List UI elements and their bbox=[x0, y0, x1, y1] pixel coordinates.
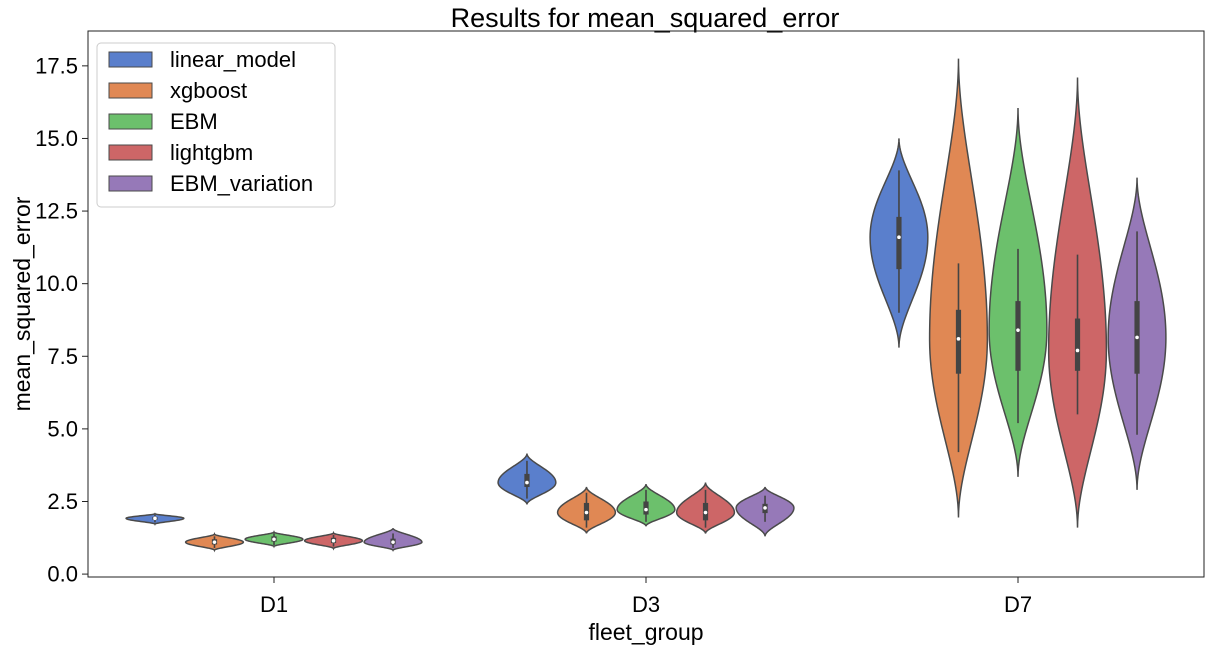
y-tick-label: 10.0 bbox=[35, 271, 78, 296]
legend-swatch bbox=[108, 51, 153, 68]
x-tick-label: D7 bbox=[1004, 592, 1032, 617]
legend-entry-label: lightgbm bbox=[170, 140, 253, 165]
legend-swatch bbox=[108, 144, 153, 161]
violin-median-marker bbox=[584, 510, 589, 515]
x-axis-label: fleet_group bbox=[588, 619, 703, 645]
x-tick-label: D3 bbox=[632, 592, 660, 617]
violin-iqr-box bbox=[524, 473, 530, 487]
violin-median-marker bbox=[525, 480, 529, 485]
legend-entry-label: xgboost bbox=[170, 78, 247, 103]
legend-entry-label: linear_model bbox=[170, 47, 296, 72]
plot-area-frame bbox=[87, 30, 1205, 578]
y-axis-label: mean_squared_error bbox=[9, 196, 35, 411]
y-axis: 0.0 2.5 5.0 7.5 10.0 12.5 15.0 17.5 bbox=[35, 53, 88, 587]
y-tick-label: 12.5 bbox=[35, 199, 78, 224]
legend-swatch bbox=[108, 175, 153, 192]
y-tick-label: 2.5 bbox=[47, 489, 78, 514]
violin-median-marker bbox=[703, 510, 708, 515]
violin-median-marker bbox=[1135, 335, 1139, 340]
violin-median-marker bbox=[331, 538, 336, 543]
y-tick-label: 15.0 bbox=[35, 126, 78, 151]
chart-title: Results for mean_squared_error bbox=[451, 3, 840, 33]
violin-layer bbox=[125, 58, 1167, 553]
violin-iqr-box bbox=[1015, 301, 1021, 371]
violin-iqr-box bbox=[896, 216, 902, 270]
legend-entry-label: EBM_variation bbox=[170, 171, 313, 196]
violin-median-marker bbox=[956, 337, 961, 341]
violin-median-marker bbox=[272, 537, 276, 542]
y-tick-label: 17.5 bbox=[35, 53, 78, 78]
violin-median-marker bbox=[644, 507, 648, 512]
y-tick-label: 5.0 bbox=[47, 416, 78, 441]
violin-median-marker bbox=[1075, 348, 1080, 353]
violin-median-marker bbox=[153, 516, 157, 521]
x-tick-label: D1 bbox=[260, 592, 288, 617]
y-tick-label: 7.5 bbox=[47, 344, 78, 369]
legend-entry-label: EBM bbox=[170, 109, 218, 134]
violin-median-marker bbox=[391, 540, 395, 544]
y-tick-label: 0.0 bbox=[47, 562, 78, 587]
violin-iqr-box bbox=[1074, 318, 1081, 371]
legend-swatch bbox=[108, 113, 153, 130]
violin-median-marker bbox=[897, 235, 901, 240]
violin-iqr-box bbox=[955, 309, 962, 374]
x-axis: D1 D3 D7 bbox=[260, 577, 1032, 617]
legend-frame bbox=[96, 42, 336, 208]
violin-median-marker bbox=[212, 540, 217, 544]
violin-median-marker bbox=[1016, 328, 1020, 332]
legend-swatch bbox=[108, 82, 153, 99]
violin-median-marker bbox=[763, 506, 767, 510]
